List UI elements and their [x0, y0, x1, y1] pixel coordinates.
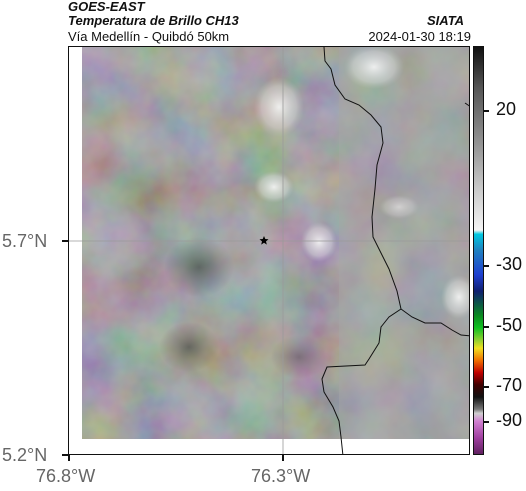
- cb-tick-20: [484, 110, 489, 112]
- lat-tick-1: [62, 240, 68, 242]
- lon-tick-1: [68, 455, 70, 461]
- cb-label-m90: -90: [496, 410, 523, 430]
- satellite-title: GOES-EAST: [68, 0, 145, 14]
- cb-tick-m70: [484, 386, 489, 388]
- lat-tick-2: [62, 454, 68, 456]
- department-boundary-south: [321, 308, 402, 454]
- region-subtitle: Vía Medellín - Quibdó 50km: [68, 29, 230, 44]
- datetime-label: 2024-01-30 18:19: [368, 29, 471, 44]
- lon-label-2: 76.3°W: [251, 466, 311, 486]
- product-title: Temperatura de Brillo CH13: [68, 13, 239, 28]
- cb-tick-m30: [484, 265, 489, 267]
- lat-label-1: 5.7°N: [2, 231, 48, 251]
- cb-label-m50: -50: [496, 315, 523, 335]
- map-canvas: [69, 47, 469, 454]
- cb-label-20: 20: [496, 99, 517, 119]
- cb-label-m30: -30: [496, 254, 523, 274]
- cb-label-m70: -70: [496, 375, 523, 395]
- lat-label-2: 5.2°N: [2, 445, 48, 465]
- lon-tick-2: [282, 455, 284, 461]
- organization-label: SIATA: [427, 13, 465, 28]
- cb-tick-m90: [484, 421, 489, 423]
- cb-tick-m50: [484, 326, 489, 328]
- boundary-east: [464, 102, 469, 107]
- colorbar: [473, 46, 484, 455]
- location-marker-star: [259, 236, 269, 245]
- satellite-map[interactable]: [68, 46, 470, 455]
- department-boundary: [323, 47, 469, 337]
- lon-label-1: 76.8°W: [36, 466, 96, 486]
